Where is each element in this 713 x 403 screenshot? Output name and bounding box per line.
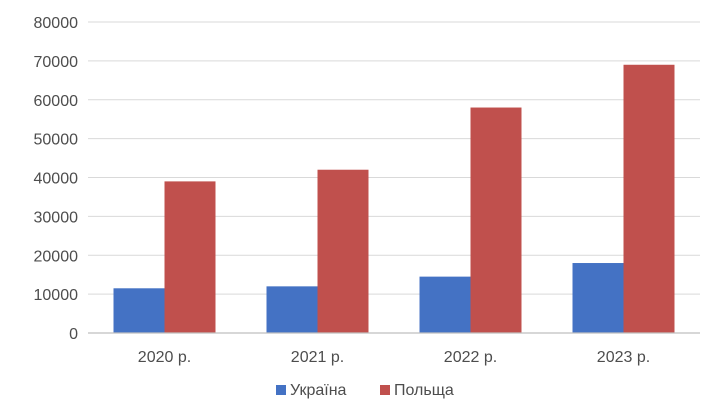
y-tick-label: 80000 bbox=[34, 15, 79, 32]
bar-poland-2 bbox=[470, 107, 522, 334]
y-tick-label: 50000 bbox=[34, 132, 79, 149]
y-tick-label: 70000 bbox=[34, 54, 79, 71]
bar-ukraine-2 bbox=[419, 276, 471, 333]
bars bbox=[113, 64, 675, 334]
x-tick-label: 2021 р. bbox=[291, 349, 344, 366]
y-tick-label: 10000 bbox=[34, 287, 79, 304]
x-axis-ticks: 2020 р. 2021 р. 2022 р. 2023 р. bbox=[138, 349, 650, 366]
bar-ukraine-1 bbox=[266, 286, 318, 333]
legend-label: Україна bbox=[290, 382, 347, 399]
bar-poland-0 bbox=[164, 181, 216, 333]
y-tick-label: 20000 bbox=[34, 248, 79, 265]
y-tick-label: 40000 bbox=[34, 171, 79, 188]
bar-ukraine-0 bbox=[113, 288, 165, 333]
y-tick-label: 0 bbox=[69, 326, 78, 343]
legend-swatch-poland bbox=[380, 385, 390, 395]
x-tick-label: 2023 р. bbox=[597, 349, 650, 366]
bar-poland-1 bbox=[317, 169, 369, 333]
bar-ukraine-3 bbox=[572, 263, 624, 333]
x-tick-label: 2020 р. bbox=[138, 349, 191, 366]
y-tick-label: 60000 bbox=[34, 93, 79, 110]
y-axis-ticks: 0 10000 20000 30000 40000 50000 60000 70000 8000… bbox=[34, 15, 79, 343]
legend-swatch-ukraine bbox=[276, 385, 286, 395]
legend: Україна Польща bbox=[276, 382, 454, 399]
x-tick-label: 2022 р. bbox=[444, 349, 497, 366]
y-tick-label: 30000 bbox=[34, 209, 79, 226]
bar-poland-3 bbox=[623, 64, 675, 333]
legend-label: Польща bbox=[394, 382, 454, 399]
